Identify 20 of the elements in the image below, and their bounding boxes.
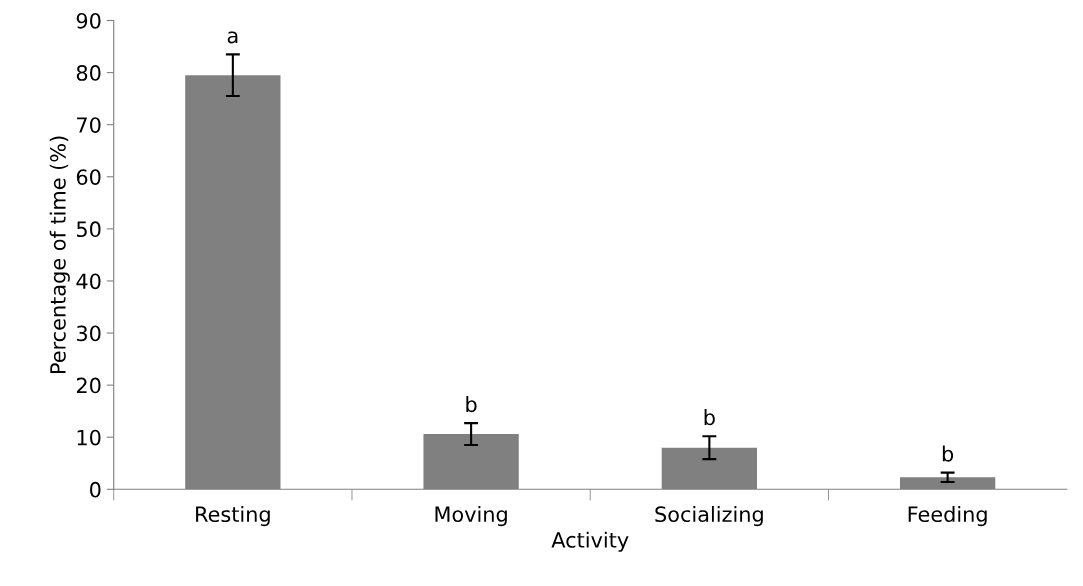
annotation: b (942, 445, 954, 462)
x-tick-label: Moving (435, 505, 507, 527)
y-tick-label: 90 (76, 12, 101, 29)
y-tick-label: 20 (76, 377, 101, 394)
x-tick-label: Socializing (655, 505, 763, 527)
y-tick-label: 30 (76, 325, 101, 342)
y-tick-label: 70 (77, 117, 101, 133)
annotation: b (466, 396, 477, 413)
y-tick-label: 0 (90, 481, 101, 498)
x-axis-title: Activity (551, 531, 629, 552)
x-tick-label: Feeding (908, 505, 987, 527)
y-axis-title: Percentage of time (%) (49, 136, 70, 373)
annotation: b (704, 409, 715, 426)
y-tick-label: 60 (76, 169, 101, 185)
x-tick-label: Resting (196, 505, 270, 527)
y-tick-label: 80 (76, 65, 101, 81)
y-tick-label: 50 (77, 221, 101, 238)
annotation: a (227, 31, 238, 44)
y-tick-label: 40 (76, 273, 101, 290)
y-tick-label: 10 (77, 429, 101, 446)
